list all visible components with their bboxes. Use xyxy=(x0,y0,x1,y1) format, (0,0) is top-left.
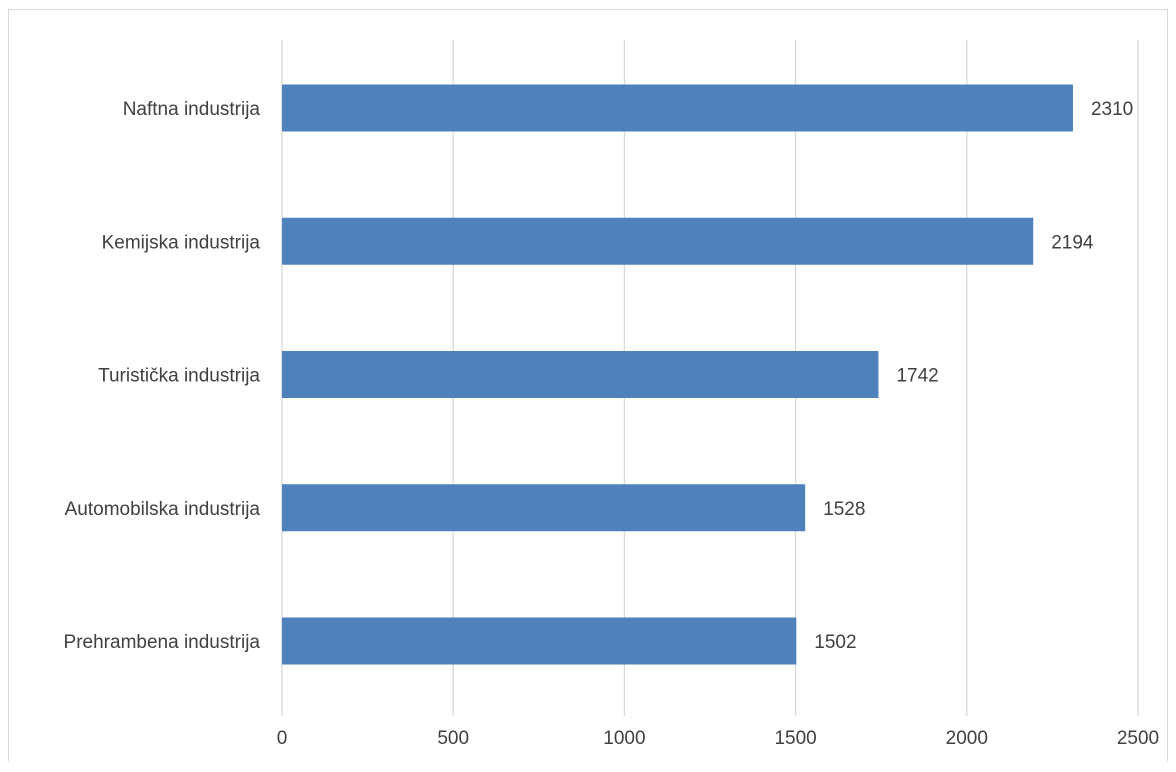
bar xyxy=(282,484,806,532)
category-label: Turistička industrija xyxy=(98,366,260,387)
bar xyxy=(282,617,797,665)
category-label: Naftna industrija xyxy=(123,99,261,120)
bars xyxy=(282,84,1073,665)
chart-frame: 2310 2194 1742 1528 1502 Naftna industrija Ke… xyxy=(8,9,1168,761)
x-tick-label: 1000 xyxy=(603,728,645,749)
x-tick-label: 500 xyxy=(437,728,469,749)
bar-chart: 2310 2194 1742 1528 1502 Naftna industrija Ke… xyxy=(64,40,1159,749)
x-tick-label: 0 xyxy=(277,728,288,749)
data-labels: 2310 2194 1742 1528 1502 xyxy=(814,99,1133,653)
x-tick-label: 2000 xyxy=(946,728,988,749)
bar xyxy=(282,217,1034,265)
data-label: 2310 xyxy=(1091,99,1133,120)
x-tick-label: 1500 xyxy=(774,728,816,749)
data-label: 2194 xyxy=(1051,232,1094,253)
category-label: Automobilska industrija xyxy=(65,499,261,520)
category-labels: Naftna industrija Kemijska industrija Turi… xyxy=(64,99,261,653)
x-axis-tick-labels: 0 500 1000 1500 2000 2500 xyxy=(277,728,1159,749)
data-label: 1528 xyxy=(823,499,865,520)
data-label: 1742 xyxy=(896,366,938,387)
bar xyxy=(282,351,879,398)
category-label: Kemijska industrija xyxy=(102,232,261,253)
x-tick-label: 2500 xyxy=(1117,728,1159,749)
data-label: 1502 xyxy=(814,632,856,653)
category-label: Prehrambena industrija xyxy=(64,632,261,653)
bar xyxy=(282,84,1073,132)
